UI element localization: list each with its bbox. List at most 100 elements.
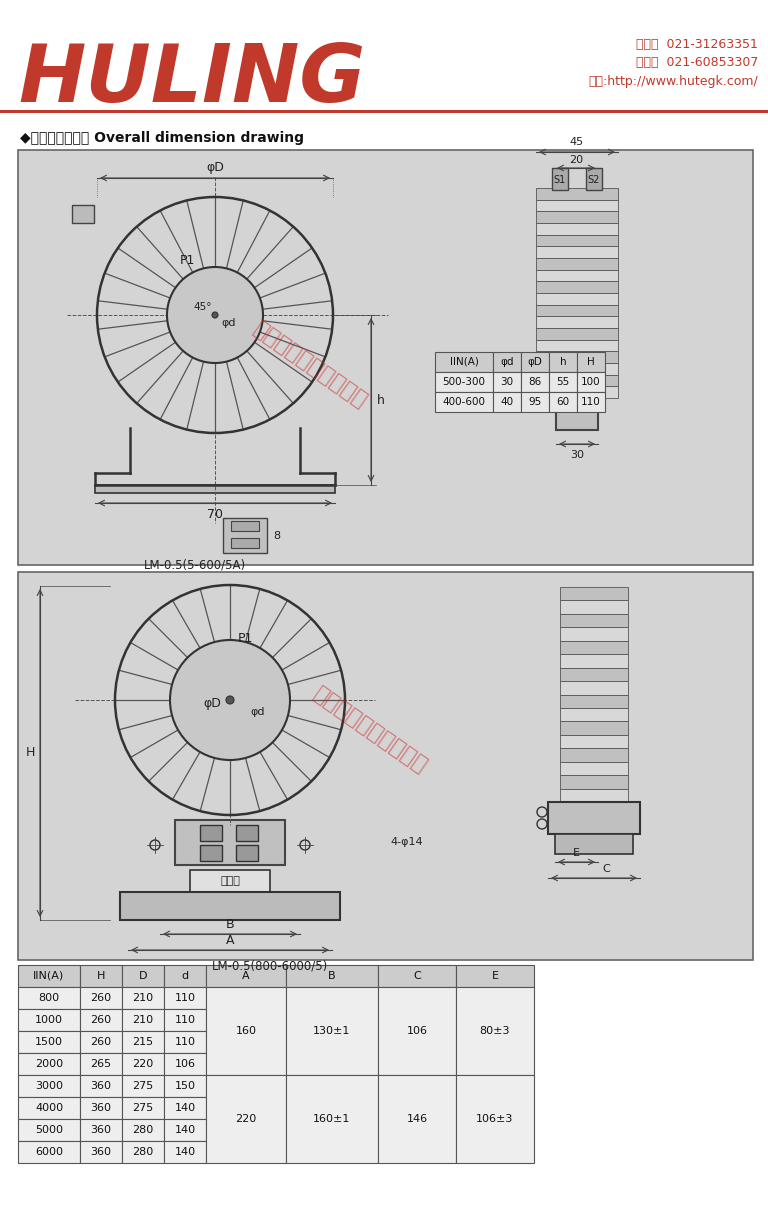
Text: 106: 106	[174, 1059, 196, 1069]
Bar	[555, 834, 633, 854]
Bar	[122, 965, 164, 987]
Bar	[80, 987, 122, 1010]
Bar	[164, 1140, 206, 1164]
Bar	[548, 802, 640, 834]
Bar	[206, 987, 286, 1075]
Text: 215: 215	[132, 1037, 154, 1047]
Bar	[560, 668, 628, 681]
Bar	[560, 789, 628, 802]
Bar	[536, 211, 618, 223]
Bar	[577, 351, 605, 372]
Bar	[80, 965, 122, 987]
Text: E: E	[492, 971, 498, 981]
Text: A: A	[226, 934, 234, 948]
Bar	[18, 1053, 80, 1075]
Bar	[80, 1053, 122, 1075]
Bar	[95, 485, 335, 493]
Text: 220: 220	[132, 1059, 154, 1069]
Text: 265: 265	[91, 1059, 111, 1069]
Bar	[80, 1097, 122, 1119]
Circle shape	[226, 696, 234, 704]
Bar	[560, 776, 628, 789]
Bar	[164, 987, 206, 1010]
Bar	[577, 391, 605, 412]
Text: C: C	[413, 971, 421, 981]
Text: 警告牌: 警告牌	[220, 876, 240, 886]
Text: 86: 86	[528, 377, 541, 387]
Bar	[164, 1075, 206, 1097]
Bar	[560, 613, 628, 628]
Text: IIN(A): IIN(A)	[449, 358, 478, 367]
Bar	[560, 721, 628, 734]
Bar	[536, 316, 618, 328]
Bar	[80, 1075, 122, 1097]
Text: B: B	[328, 971, 336, 981]
Bar	[536, 387, 618, 398]
Bar	[80, 1010, 122, 1031]
Bar	[560, 748, 628, 761]
Text: 70: 70	[207, 508, 223, 520]
Bar	[206, 1075, 286, 1164]
Circle shape	[170, 640, 290, 760]
Bar	[560, 761, 628, 776]
Bar	[80, 1119, 122, 1140]
Text: 275: 275	[132, 1103, 154, 1113]
Bar	[549, 391, 577, 412]
Text: 40: 40	[501, 398, 514, 407]
Bar	[536, 304, 618, 316]
Bar	[536, 258, 618, 269]
Bar	[190, 870, 270, 892]
Bar	[18, 572, 753, 960]
Bar	[18, 150, 753, 565]
Bar	[456, 965, 534, 987]
Text: P1: P1	[237, 631, 253, 645]
Bar	[536, 200, 618, 211]
Text: 146: 146	[406, 1114, 428, 1124]
Text: LM-0.5(5-600/5A): LM-0.5(5-600/5A)	[144, 559, 246, 572]
Circle shape	[167, 267, 263, 364]
Text: ◆外形及安装尺寸 Overall dimension drawing: ◆外形及安装尺寸 Overall dimension drawing	[20, 131, 304, 145]
Bar	[0, 0, 768, 125]
Bar	[521, 372, 549, 391]
Bar	[18, 1031, 80, 1053]
Bar	[286, 1075, 378, 1164]
Bar	[200, 825, 222, 841]
Text: A: A	[242, 971, 250, 981]
Bar	[560, 681, 628, 694]
Text: 2000: 2000	[35, 1059, 63, 1069]
Bar	[536, 223, 618, 235]
Bar	[122, 1075, 164, 1097]
Text: 150: 150	[174, 1081, 196, 1091]
Bar	[122, 1097, 164, 1119]
Bar	[549, 351, 577, 372]
Text: 260: 260	[91, 1014, 111, 1025]
Bar	[164, 1031, 206, 1053]
Text: 400-600: 400-600	[442, 398, 485, 407]
Bar	[536, 235, 618, 246]
Bar	[577, 372, 605, 391]
Bar	[560, 641, 628, 654]
Text: 110: 110	[174, 1014, 196, 1025]
Bar	[122, 987, 164, 1010]
Bar	[493, 372, 521, 391]
Bar	[164, 965, 206, 987]
Bar	[223, 518, 267, 553]
Text: H: H	[587, 358, 595, 367]
Text: 55: 55	[556, 377, 570, 387]
Text: 8: 8	[273, 531, 280, 541]
Bar	[0, 1167, 768, 1212]
Bar	[286, 987, 378, 1075]
Text: 360: 360	[91, 1125, 111, 1134]
Text: 3000: 3000	[35, 1081, 63, 1091]
Bar	[18, 1075, 80, 1097]
Bar	[536, 281, 618, 293]
Bar	[286, 965, 378, 987]
Text: C: C	[602, 864, 610, 874]
Text: d: d	[181, 971, 189, 981]
Text: 140: 140	[174, 1103, 196, 1113]
Text: 80±3: 80±3	[480, 1027, 510, 1036]
Bar	[122, 1010, 164, 1031]
Bar	[549, 372, 577, 391]
Text: h: h	[560, 358, 566, 367]
Text: 280: 280	[132, 1147, 154, 1157]
